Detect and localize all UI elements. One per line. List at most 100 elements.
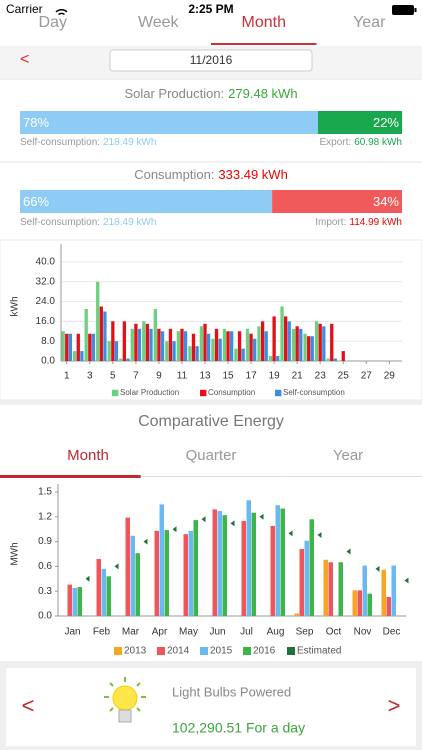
bar	[122, 321, 127, 361]
bar	[260, 321, 265, 361]
period-tab[interactable]: Day	[39, 14, 67, 31]
x-tick-label: Oct	[326, 627, 342, 638]
bar	[212, 509, 217, 616]
energy-card	[0, 80, 422, 240]
prev-arrow[interactable]: <	[22, 693, 35, 718]
y-tick-label: 0.0	[38, 611, 52, 622]
compare-tab[interactable]: Month	[67, 447, 109, 464]
x-tick-label: Jul	[240, 627, 253, 638]
bar	[304, 540, 309, 616]
battery-tip	[414, 8, 417, 12]
cons-self: Self-consumption: 218.49 kWh	[20, 217, 156, 228]
estimate-marker	[288, 530, 293, 537]
bar	[159, 504, 164, 616]
x-tick-label: 29	[384, 371, 396, 382]
consumption-value: 333.49 kWh	[218, 167, 287, 182]
bar	[107, 341, 111, 361]
period-tab[interactable]: Week	[138, 14, 180, 31]
y-tick-label: 1.2	[38, 511, 52, 522]
legend-swatch	[114, 647, 122, 655]
bar	[214, 328, 219, 361]
estimate-marker	[317, 531, 322, 538]
bar	[218, 338, 222, 361]
bar	[180, 328, 184, 361]
bar	[96, 558, 101, 616]
y-axis-label: MWh	[10, 542, 21, 565]
bar	[195, 346, 199, 361]
legend-swatch	[275, 389, 282, 397]
estimate-marker	[230, 520, 235, 527]
import-label: Import:	[315, 217, 346, 228]
bar	[326, 358, 330, 361]
bar	[111, 321, 115, 361]
bar	[280, 508, 285, 616]
bar	[135, 553, 140, 616]
bulb-icon	[104, 677, 146, 723]
x-tick-label: Apr	[152, 627, 168, 638]
bar	[61, 331, 65, 361]
bar	[134, 323, 138, 361]
bar	[157, 328, 161, 361]
next-arrow[interactable]: >	[388, 693, 401, 718]
bar	[328, 562, 333, 616]
bar	[309, 519, 314, 616]
x-tick-label: 11	[177, 371, 188, 382]
x-tick-label: Feb	[93, 627, 111, 638]
bar	[330, 323, 334, 361]
bar	[172, 341, 176, 361]
compare-tab[interactable]: Year	[333, 447, 363, 464]
x-tick-label: 13	[199, 371, 211, 382]
self-value: 218.49 kWh	[103, 217, 156, 228]
y-tick-label: 40.0	[36, 257, 56, 268]
y-tick-label: 0.3	[38, 586, 52, 597]
bar	[307, 336, 311, 361]
period-tab[interactable]: Month	[242, 14, 286, 31]
x-tick-label: 9	[156, 371, 162, 382]
bar	[84, 308, 88, 361]
bar	[341, 351, 345, 361]
bar	[73, 351, 77, 361]
legend-swatch	[112, 389, 119, 397]
x-tick-label: Jun	[209, 627, 225, 638]
bar	[91, 333, 96, 361]
x-tick-label: Mar	[122, 627, 140, 638]
bar	[222, 515, 227, 616]
bar	[199, 326, 204, 361]
bar	[68, 333, 73, 361]
bar	[318, 323, 322, 361]
tab-underline	[140, 476, 282, 477]
prev-period[interactable]: <	[20, 51, 29, 68]
bar	[314, 321, 319, 361]
self-label: Self-consumption:	[20, 137, 100, 148]
bar	[67, 584, 72, 616]
self-value: 218.49 kWh	[103, 137, 156, 148]
solar-title: Solar Production: 279.48 kWh	[124, 86, 297, 101]
bulb-title: Light Bulbs Powered	[172, 684, 291, 699]
legend-label: 2014	[167, 646, 190, 657]
bar	[160, 331, 165, 361]
share-label: 34%	[373, 194, 399, 209]
x-tick-label: 15	[222, 371, 234, 382]
bar	[165, 341, 169, 361]
bar	[80, 351, 84, 361]
y-tick-label: 32.0	[36, 276, 56, 287]
bulb-card	[6, 668, 416, 746]
bar	[183, 534, 188, 616]
date-box[interactable]	[109, 49, 313, 72]
x-tick-label: 25	[338, 371, 350, 382]
bar	[77, 587, 82, 616]
solar-self: Self-consumption: 218.49 kWh	[20, 137, 156, 148]
compare-tab[interactable]: Quarter	[186, 447, 237, 464]
period-tab[interactable]: Year	[353, 14, 386, 31]
bar	[96, 281, 100, 361]
bar	[294, 613, 299, 616]
legend-label: Self-consumption	[283, 388, 345, 397]
bar	[183, 331, 188, 361]
estimate-marker	[346, 548, 351, 555]
period-tabs: Day Week Month Year	[39, 14, 386, 45]
date: 11/2016	[190, 53, 233, 67]
bar	[76, 333, 80, 361]
